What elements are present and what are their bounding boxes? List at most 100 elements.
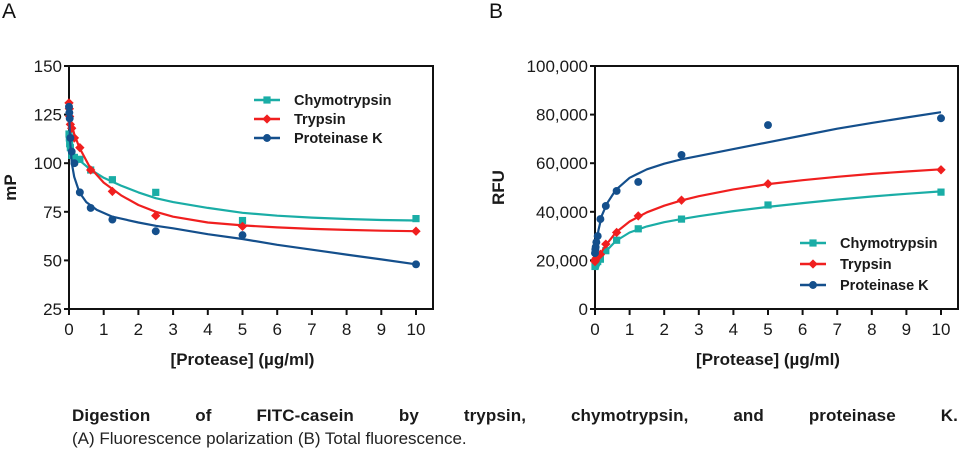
data-point <box>107 186 118 197</box>
panel-label-a: A <box>2 0 17 23</box>
legend-label: Chymotrypsin <box>840 236 938 252</box>
data-point <box>70 153 79 161</box>
plot-frame <box>68 65 434 310</box>
data-point <box>237 221 248 232</box>
data-point <box>108 215 117 224</box>
data-point <box>152 188 160 196</box>
data-point <box>634 177 643 186</box>
legend-label: Proteinase K <box>840 278 929 294</box>
x-tick-label: 4 <box>729 320 738 339</box>
y-axis-label: mP <box>1 174 20 200</box>
series-trypsin <box>64 98 421 236</box>
data-point <box>238 216 247 225</box>
y-tick-label: 60,000 <box>536 154 588 173</box>
data-point <box>86 203 95 212</box>
legend-marker <box>809 239 817 247</box>
data-point <box>677 150 686 159</box>
data-point <box>411 226 421 236</box>
y-tick-label: 50 <box>43 251 62 270</box>
caption-title-word: of <box>195 406 212 425</box>
x-tick-label: 2 <box>134 320 143 339</box>
caption-title: Digestion of FITC-casein by trypsin, chymotry… <box>72 404 958 427</box>
legend-label: Chymotrypsin <box>294 93 392 109</box>
data-point <box>764 201 772 209</box>
data-point <box>65 108 74 117</box>
data-point <box>238 231 247 240</box>
legend-marker <box>263 96 271 104</box>
data-point <box>676 195 687 205</box>
x-tick-label: 1 <box>99 320 108 339</box>
x-tick-label: 9 <box>902 320 911 339</box>
data-point <box>763 179 773 189</box>
data-point <box>151 211 161 221</box>
y-axis-label: RFU <box>489 170 508 205</box>
data-point <box>412 215 420 223</box>
data-point <box>65 102 73 111</box>
x-tick-label: 4 <box>203 320 212 339</box>
x-tick-label: 8 <box>342 320 351 339</box>
fit-curve <box>594 190 942 268</box>
data-point <box>108 176 116 184</box>
data-point <box>75 188 84 197</box>
data-point <box>70 159 79 168</box>
x-tick-label: 9 <box>377 320 386 339</box>
data-point <box>66 133 75 142</box>
x-tick-label: 2 <box>659 320 668 339</box>
caption-title-word: K. <box>940 406 958 425</box>
x-tick-label: 5 <box>238 320 247 339</box>
caption-subtitle: (A) Fluorescence polarization (B) Total … <box>72 429 467 448</box>
legend-label: Proteinase K <box>294 131 383 147</box>
x-tick-label: 8 <box>867 320 876 339</box>
y-tick-label: 100 <box>34 154 62 173</box>
x-tick-label: 6 <box>272 320 281 339</box>
x-tick-label: 0 <box>590 320 599 339</box>
series-proteinase-k <box>65 102 420 269</box>
data-point <box>601 239 611 249</box>
x-tick-label: 3 <box>168 320 177 339</box>
data-point <box>65 114 74 123</box>
legend-marker <box>262 114 272 124</box>
x-tick-label: 0 <box>64 320 73 339</box>
x-tick-label: 1 <box>625 320 634 339</box>
data-point <box>937 114 945 123</box>
x-tick-label: 5 <box>763 320 772 339</box>
x-tick-label: 7 <box>307 320 316 339</box>
data-point <box>67 147 76 156</box>
legend-marker <box>808 259 818 269</box>
data-point <box>76 155 84 163</box>
x-tick-label: 3 <box>694 320 703 339</box>
data-point <box>633 211 643 221</box>
caption-title-word: proteinase <box>808 406 896 425</box>
y-tick-label: 0 <box>579 300 588 319</box>
data-point <box>151 227 160 236</box>
plot-frame <box>594 65 959 310</box>
y-tick-label: 100,000 <box>527 57 588 76</box>
legend-label: Trypsin <box>840 257 892 273</box>
chart-a-fluorescence-polarization: 25 50 75 100 125 150 0 1 2 3 4 5 6 7 8 9 10 [Protease] (µ… <box>1 57 434 369</box>
data-point <box>602 247 610 255</box>
data-point <box>592 238 601 247</box>
data-point <box>69 133 80 143</box>
caption-title-word: and <box>733 406 764 425</box>
caption-title-word: chymotrypsin, <box>570 406 689 425</box>
fit-curve <box>67 106 417 266</box>
caption-title-word: by <box>398 406 419 425</box>
x-tick-label: 10 <box>932 320 951 339</box>
data-point <box>764 121 772 130</box>
y-tick-label: 125 <box>34 106 62 125</box>
series-proteinase-k <box>591 111 945 258</box>
caption-title-word: FITC-casein <box>256 406 354 425</box>
data-point <box>86 165 96 175</box>
panel-label-b: B <box>489 0 504 23</box>
caption-title-word: Digestion <box>72 406 151 425</box>
y-tick-label: 20,000 <box>536 251 588 270</box>
data-point <box>936 165 946 175</box>
data-point <box>593 232 602 241</box>
y-tick-label: 80,000 <box>536 106 588 125</box>
legend-marker <box>809 281 817 289</box>
chart-b-total-fluorescence: 0 20,000 40,000 60,000 80,000 100,000 0 1 2 3 4 5 6 7… <box>489 57 959 369</box>
x-tick-label: 7 <box>832 320 841 339</box>
y-tick-label: 150 <box>34 57 62 76</box>
caption-title-word: trypsin, <box>463 406 527 425</box>
data-point <box>613 236 621 244</box>
